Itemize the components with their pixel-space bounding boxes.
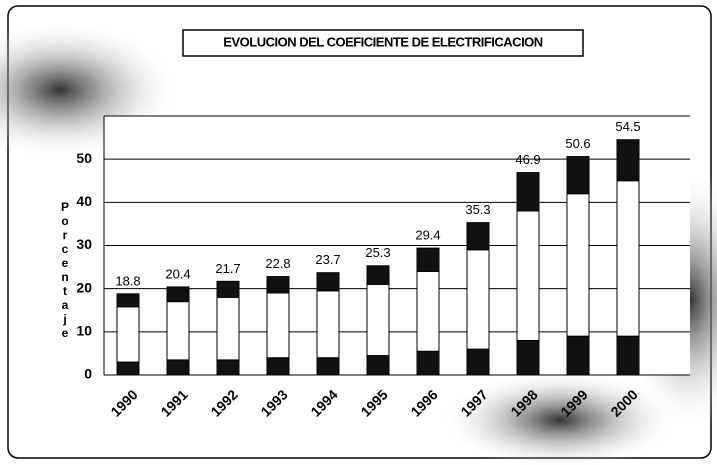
total-label: 21.7: [215, 261, 240, 276]
bar-segment: [166, 286, 190, 303]
bar-segment: [616, 335, 640, 376]
bar-segment: [166, 359, 190, 376]
total-label: 50.6: [565, 136, 590, 151]
total-label: 23.7: [315, 252, 340, 267]
total-label: 54.5: [615, 119, 640, 134]
total-label: 46.9: [515, 152, 540, 167]
y-tick-label: 40: [76, 193, 92, 209]
bar-segment: [416, 350, 440, 376]
total-label: 18.8: [115, 273, 140, 288]
bar-segment: [116, 306, 140, 363]
y-tick-label: 20: [76, 279, 92, 295]
bar-segment: [366, 265, 390, 285]
bar-segment: [416, 270, 440, 352]
bar-segment: [266, 276, 290, 294]
bar-segment: [566, 193, 590, 337]
bar-segment: [316, 290, 340, 359]
total-label: 29.4: [415, 228, 440, 243]
bar-segment: [216, 280, 240, 298]
bar-segment: [216, 296, 240, 361]
bar-segment: [616, 139, 640, 182]
bar-segment: [466, 249, 490, 350]
bar-segment: [516, 339, 540, 376]
bar-segment: [466, 348, 490, 376]
y-axis-label: Porcentaje: [58, 200, 72, 340]
background-shade: [440, 370, 680, 465]
bar-segment: [466, 222, 490, 251]
bar-segment: [566, 335, 590, 376]
bar-segment: [366, 355, 390, 376]
y-tick-label: 50: [76, 150, 92, 166]
bar-segment: [266, 292, 290, 359]
bar-segment: [416, 247, 440, 272]
bar-segment: [616, 180, 640, 337]
total-label: 20.4: [165, 266, 190, 281]
bar-segment: [116, 361, 140, 376]
total-label: 35.3: [465, 202, 490, 217]
bar-segment: [516, 172, 540, 212]
title-box: [182, 29, 584, 57]
bar-segment: [366, 283, 390, 357]
total-label: 22.8: [265, 256, 290, 271]
bar-segment: [216, 359, 240, 376]
bar-segment: [116, 293, 140, 308]
y-tick-label: 10: [76, 323, 92, 339]
bar-segment: [316, 272, 340, 292]
y-tick-label: 0: [84, 366, 92, 382]
bar-segment: [516, 210, 540, 341]
bar-segment: [166, 301, 190, 361]
bar-segment: [266, 357, 290, 376]
chart-title: EVOLUCION DEL COEFICIENTE DE ELECTRIFICA…: [223, 34, 543, 49]
bar-segment: [316, 357, 340, 376]
y-tick-label: 30: [76, 236, 92, 252]
bar-segment: [566, 156, 590, 195]
total-label: 25.3: [365, 245, 390, 260]
